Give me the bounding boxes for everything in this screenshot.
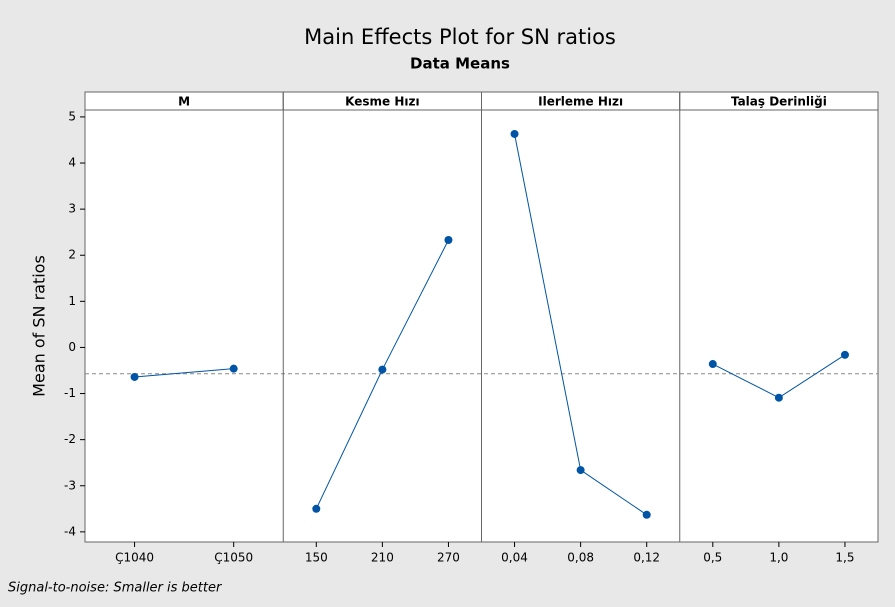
point (130, 372, 139, 381)
chart-title: Main Effects Plot for SN ratios (304, 25, 616, 49)
point (576, 466, 585, 475)
point (229, 364, 238, 373)
point (840, 350, 849, 359)
x-tick-label: 0,04 (501, 551, 528, 565)
y-tick-label: 5 (68, 109, 76, 123)
y-tick-label: 1 (68, 294, 76, 308)
panel-title: Talaş Derinliği (731, 95, 827, 109)
y-tick-label: -1 (64, 386, 76, 400)
y-tick-label: -4 (64, 524, 76, 538)
y-tick-label: 2 (68, 248, 76, 262)
panel-title: Kesme Hızı (345, 95, 419, 109)
x-tick-label: Ç1040 (115, 551, 154, 565)
y-tick-label: 3 (68, 202, 76, 216)
panel-title: Ilerleme Hızı (538, 95, 623, 109)
panel-title: M (178, 95, 190, 109)
point (708, 360, 717, 369)
effect-line (134, 368, 234, 378)
y-axis-label: Mean of SN ratios (30, 255, 49, 397)
point (774, 393, 783, 402)
y-tick-label: -2 (64, 432, 76, 446)
point (378, 365, 387, 374)
x-tick-label: 210 (371, 551, 394, 565)
point (312, 504, 321, 513)
point (444, 236, 453, 245)
x-tick-label: 0,08 (567, 551, 594, 565)
y-tick-label: 4 (68, 156, 76, 170)
footnote: Signal-to-noise: Smaller is better (8, 581, 223, 596)
x-tick-label: 0,5 (703, 551, 722, 565)
y-tick-label: -3 (64, 478, 76, 492)
x-tick-label: 1,5 (835, 551, 854, 565)
x-tick-label: 0,12 (633, 551, 660, 565)
x-tick-label: 150 (305, 551, 328, 565)
x-tick-label: Ç1050 (214, 551, 253, 565)
x-tick-label: 270 (437, 551, 460, 565)
point (510, 129, 519, 138)
point (642, 510, 651, 519)
y-tick-label: 0 (68, 340, 76, 354)
chart-subtitle: Data Means (410, 55, 510, 73)
x-tick-label: 1,0 (769, 551, 788, 565)
